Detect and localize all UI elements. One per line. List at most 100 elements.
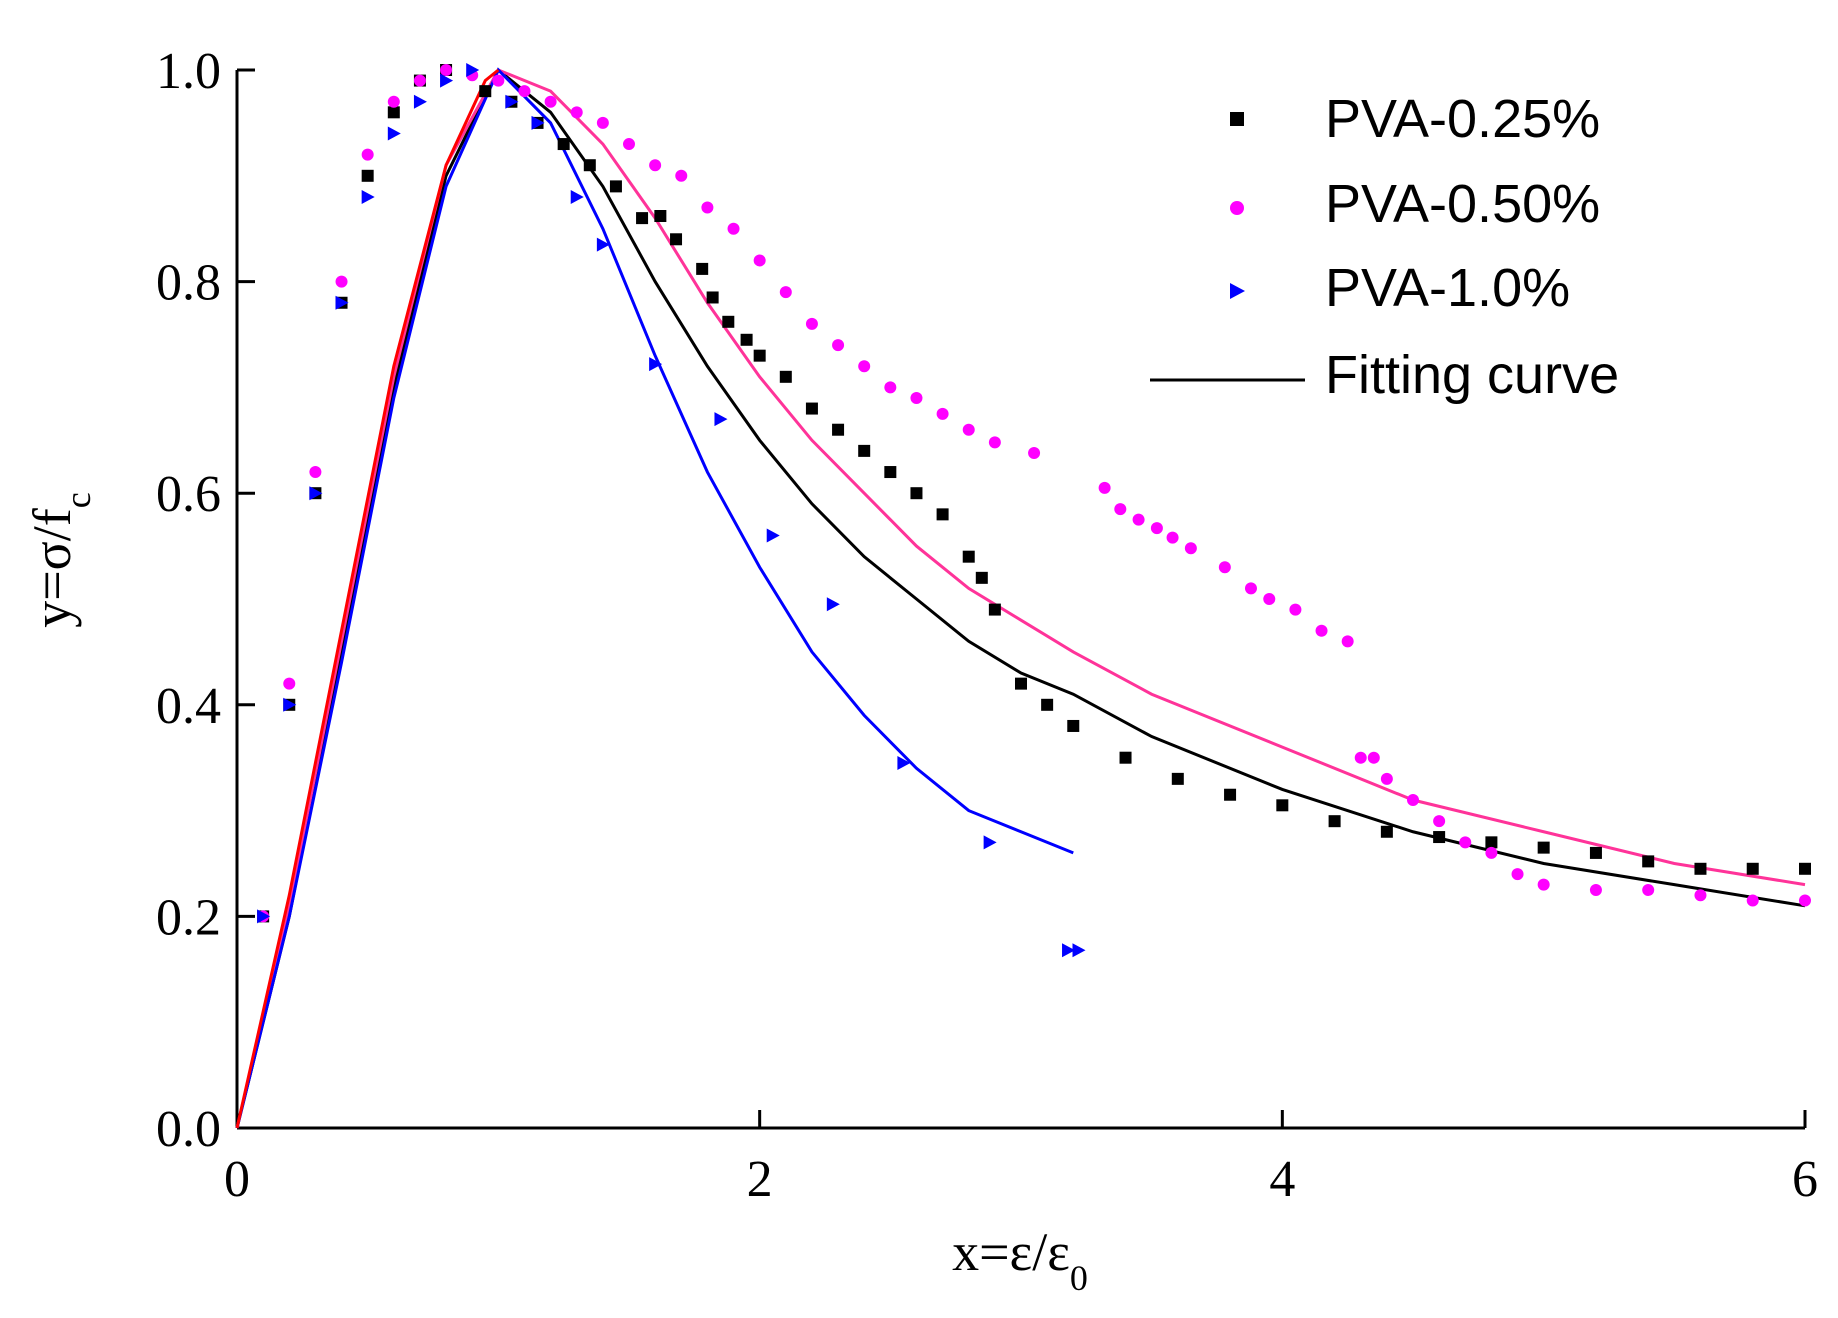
series-0-point xyxy=(1119,751,1132,764)
series-0-point xyxy=(1589,846,1602,859)
series-1-point xyxy=(701,201,714,214)
series-1-point xyxy=(335,275,348,288)
series-0-point xyxy=(670,233,683,246)
series-1-point xyxy=(1511,868,1524,881)
series-0-point xyxy=(557,138,570,151)
legend-label-fitting-curve: Fitting curve xyxy=(1325,345,1619,405)
series-2-point xyxy=(283,697,297,712)
x-axis-label: x=ε/ε0 xyxy=(952,1222,1088,1298)
legend-marker-square xyxy=(1230,112,1244,126)
series-0-point xyxy=(779,370,792,383)
series-0-point xyxy=(936,508,949,521)
fitting-curve-0 xyxy=(235,67,1806,1129)
series-0-point xyxy=(1799,862,1811,875)
series-2-point xyxy=(983,835,997,850)
series-2-point xyxy=(413,94,427,109)
series-1-point xyxy=(309,466,322,479)
series-1-point xyxy=(1354,751,1367,764)
series-0-point xyxy=(1224,788,1237,801)
series-1-point xyxy=(283,677,296,690)
series-2-point xyxy=(335,295,349,310)
series-2-point xyxy=(531,115,545,130)
series-1-point xyxy=(518,85,531,98)
series-0-point xyxy=(609,180,622,193)
series-1-point xyxy=(649,159,662,172)
series-1-point xyxy=(492,74,505,87)
series-2-point xyxy=(714,412,728,427)
y-tick-label: 0.0 xyxy=(156,1101,221,1158)
series-0-point xyxy=(706,291,719,304)
series-1-point xyxy=(1315,624,1328,637)
fitting-curve-3 xyxy=(235,68,500,1129)
series-0-point xyxy=(479,85,492,98)
series-1-point xyxy=(805,317,818,330)
series-1-point xyxy=(1589,883,1602,896)
series-1-point xyxy=(1150,522,1163,535)
y-tick-label: 0.6 xyxy=(156,466,221,523)
series-1-point xyxy=(727,222,740,235)
series-0-point xyxy=(1642,855,1655,868)
series-1-point xyxy=(623,138,635,151)
series-1-point xyxy=(596,116,609,129)
fitting-curves xyxy=(235,67,1806,1129)
series-2-point xyxy=(361,189,375,204)
x-tick-label: 2 xyxy=(747,1151,773,1208)
series-1-point xyxy=(1799,894,1811,907)
legend: PVA-0.25% PVA-0.50% PVA-1.0% Fitting cur… xyxy=(1150,89,1619,405)
y-tick-label: 0.8 xyxy=(156,255,221,312)
series-0-point xyxy=(636,212,649,225)
series-1-point xyxy=(361,148,374,161)
series-0-point xyxy=(962,550,975,563)
series-1 xyxy=(257,64,1811,923)
series-1-point xyxy=(570,106,583,119)
legend-entry-fitting-curve: Fitting curve xyxy=(1150,345,1619,405)
series-1-point xyxy=(779,286,792,299)
series-1-point xyxy=(1746,894,1759,907)
series-2-point xyxy=(505,94,519,109)
series-0-point xyxy=(1537,841,1550,854)
y-tick-label: 0.4 xyxy=(156,678,221,735)
legend-label-pva-050: PVA-0.50% xyxy=(1325,174,1600,234)
series-1-point xyxy=(1028,446,1041,459)
legend-entry-pva-025: PVA-0.25% xyxy=(1230,89,1600,149)
series-0-point xyxy=(1485,836,1498,849)
series-0-point xyxy=(1746,862,1759,875)
series-0-point xyxy=(1694,862,1707,875)
series-1-point xyxy=(1485,846,1498,859)
series-1-point xyxy=(962,423,975,436)
series-0-point xyxy=(1171,772,1184,785)
legend-label-pva-025: PVA-0.25% xyxy=(1325,89,1600,149)
series-0-point xyxy=(1015,677,1027,690)
series-2-point xyxy=(596,237,610,252)
series-1-point xyxy=(1694,889,1707,902)
series-2-point xyxy=(309,486,323,501)
x-tick-label: 6 xyxy=(1792,1151,1818,1208)
legend-entry-pva-050: PVA-0.50% xyxy=(1230,174,1600,234)
series-1-point xyxy=(988,436,1001,449)
series-0-point xyxy=(1041,698,1054,711)
series-1-point xyxy=(1642,883,1655,896)
series-1-point xyxy=(413,74,426,87)
series-1-point xyxy=(1184,542,1197,555)
series-2-point xyxy=(466,63,480,77)
series-1-point xyxy=(1166,531,1179,544)
series-2-point xyxy=(766,528,780,543)
y-tick-label: 1.0 xyxy=(156,43,221,100)
series-0-point xyxy=(654,210,667,223)
series-1-point xyxy=(753,254,766,267)
series-2-point xyxy=(649,357,663,372)
series-1-point xyxy=(832,339,845,352)
series-1-point xyxy=(1341,635,1354,648)
series-1-point xyxy=(1218,561,1231,574)
series-1-point xyxy=(1459,836,1472,849)
series-0-point xyxy=(740,333,753,346)
legend-marker-triangle-right xyxy=(1230,283,1245,299)
series-1-point xyxy=(1263,593,1276,605)
legend-marker-circle xyxy=(1230,201,1244,215)
series-0-point xyxy=(1328,815,1341,828)
x-tick-label: 0 xyxy=(224,1151,250,1208)
series-1-point xyxy=(675,169,688,182)
series-0-point xyxy=(858,444,871,457)
series-1-point xyxy=(1380,772,1393,785)
